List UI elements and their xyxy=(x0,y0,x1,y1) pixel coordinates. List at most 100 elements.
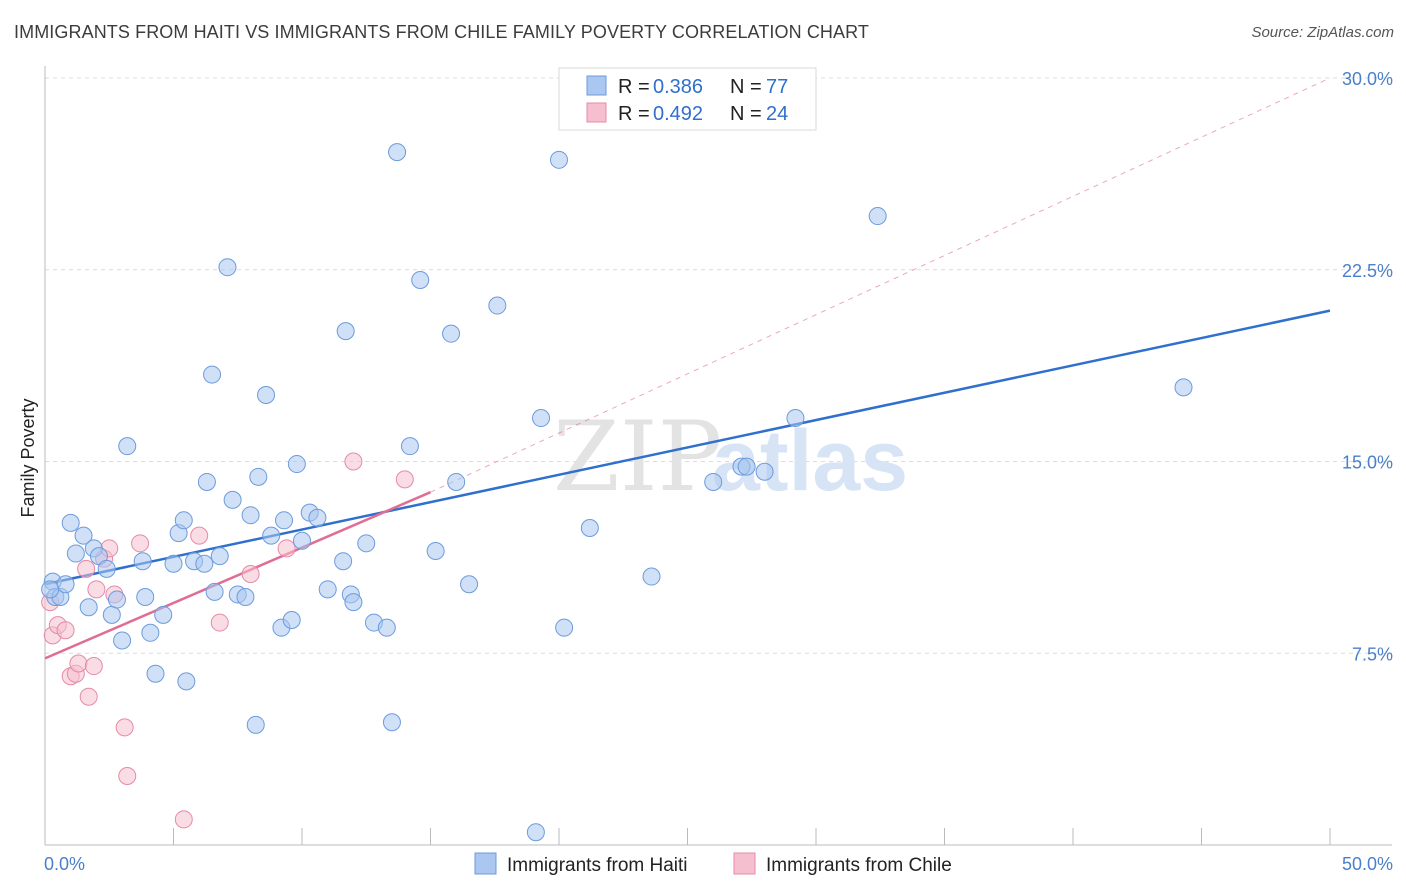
chile-point-22 xyxy=(344,452,363,471)
haiti-point-25 xyxy=(195,554,214,573)
haiti-point-65 xyxy=(550,150,568,169)
haiti-point-36 xyxy=(249,467,268,486)
haiti-point-43 xyxy=(293,531,311,550)
haiti-point-42 xyxy=(287,455,306,474)
chile-point-15 xyxy=(118,766,137,785)
haiti-point-68 xyxy=(642,567,661,586)
y-axis-label: Family Poverty xyxy=(18,398,38,517)
haiti-point-38 xyxy=(262,526,281,545)
haiti-point-46 xyxy=(318,580,337,599)
haiti-point-63 xyxy=(526,823,545,842)
haiti-point-12 xyxy=(107,590,126,609)
haiti-point-13 xyxy=(113,631,132,650)
series-haiti-points xyxy=(41,143,1193,842)
haiti-point-26 xyxy=(197,472,216,491)
haiti-point-41 xyxy=(282,611,301,630)
chile-point-10 xyxy=(87,580,106,599)
chile-point-18 xyxy=(190,526,209,545)
haiti-point-30 xyxy=(218,258,237,277)
chile-point-20 xyxy=(241,564,260,583)
haiti-point-31 xyxy=(223,490,242,509)
chile-point-23 xyxy=(395,470,414,489)
haiti-point-50 xyxy=(344,593,363,612)
legend-bottom-haiti-swatch xyxy=(474,852,497,875)
watermark: ZIP atlas xyxy=(553,401,908,513)
haiti-point-67 xyxy=(580,518,599,537)
legend-bottom-chile-label: Immigrants from Chile xyxy=(766,855,952,876)
chile-point-17 xyxy=(174,810,193,829)
chile-point-7 xyxy=(77,559,96,578)
haiti-point-59 xyxy=(442,324,461,343)
legend-haiti-n-value: 77 xyxy=(766,76,788,98)
haiti-point-5 xyxy=(66,544,85,563)
haiti-point-33 xyxy=(236,588,255,607)
haiti-point-18 xyxy=(146,664,165,683)
axes xyxy=(44,66,1392,846)
haiti-point-75 xyxy=(1174,378,1193,397)
haiti-point-48 xyxy=(336,322,355,341)
legend-haiti-r-label: R = xyxy=(618,76,650,98)
tick-labels: 7.5% 15.0% 22.5% 30.0% 0.0% 50.0% xyxy=(44,69,1393,874)
legend-bottom-chile-swatch xyxy=(733,852,756,875)
haiti-point-53 xyxy=(377,618,396,637)
chile-point-14 xyxy=(115,718,134,737)
haiti-point-60 xyxy=(447,472,466,491)
series-chile-points xyxy=(41,452,414,829)
haiti-point-19 xyxy=(154,605,173,624)
source-label: Source: ZipAtlas.com xyxy=(1251,24,1394,41)
haiti-point-3 xyxy=(56,575,75,594)
haiti-point-45 xyxy=(308,508,327,527)
chile-point-6 xyxy=(69,654,88,673)
haiti-point-71 xyxy=(737,457,756,476)
haiti-point-51 xyxy=(357,534,376,553)
haiti-point-58 xyxy=(426,541,445,560)
haiti-point-56 xyxy=(400,437,419,456)
legend-bottom: Immigrants from Haiti Immigrants from Ch… xyxy=(474,852,952,876)
haiti-point-55 xyxy=(388,143,407,162)
haiti-point-14 xyxy=(118,437,137,456)
haiti-point-6 xyxy=(74,526,93,545)
haiti-point-47 xyxy=(334,552,353,571)
haiti-point-74 xyxy=(868,207,887,226)
haiti-point-73 xyxy=(786,409,805,428)
chile-point-8 xyxy=(79,687,98,706)
haiti-point-69 xyxy=(704,472,723,491)
haiti-point-57 xyxy=(411,270,430,289)
haiti-point-61 xyxy=(460,575,479,594)
haiti-point-72 xyxy=(755,462,774,481)
chile-point-21 xyxy=(277,539,296,558)
legend-top: R = 0.386 N = 77 R = 0.492 N = 24 xyxy=(558,67,817,131)
legend-chile-n-label: N = xyxy=(730,103,762,125)
y-tick-label-1: 15.0% xyxy=(1342,453,1393,473)
y-tick-label-2: 22.5% xyxy=(1342,261,1393,281)
legend-haiti-n-label: N = xyxy=(730,76,762,98)
haiti-point-54 xyxy=(382,713,401,732)
haiti-point-34 xyxy=(241,506,260,525)
chile-point-3 xyxy=(56,621,75,640)
y-tick-label-0: 7.5% xyxy=(1352,644,1393,664)
legend-chile-r-value: 0.492 xyxy=(653,103,703,125)
haiti-point-37 xyxy=(257,386,276,405)
haiti-point-11 xyxy=(102,605,121,624)
haiti-point-64 xyxy=(532,409,551,428)
haiti-point-29 xyxy=(210,547,229,566)
chile-point-19 xyxy=(210,613,229,632)
haiti-point-4 xyxy=(61,513,80,532)
haiti-point-16 xyxy=(136,588,155,607)
x-tick-label-0: 0.0% xyxy=(44,854,85,874)
haiti-point-23 xyxy=(177,672,196,691)
legend-haiti-r-value: 0.386 xyxy=(653,76,703,98)
haiti-point-22 xyxy=(174,511,193,530)
trend-lines xyxy=(44,77,1331,660)
haiti-point-28 xyxy=(205,582,224,601)
haiti-point-66 xyxy=(555,618,574,637)
haiti-point-62 xyxy=(488,296,507,315)
trend-chile xyxy=(44,491,431,660)
haiti-point-7 xyxy=(79,598,98,617)
legend-haiti-swatch xyxy=(586,75,607,96)
legend-chile-swatch xyxy=(586,102,607,123)
haiti-point-35 xyxy=(246,715,265,734)
haiti-point-15 xyxy=(133,552,152,571)
haiti-point-10 xyxy=(97,559,116,578)
